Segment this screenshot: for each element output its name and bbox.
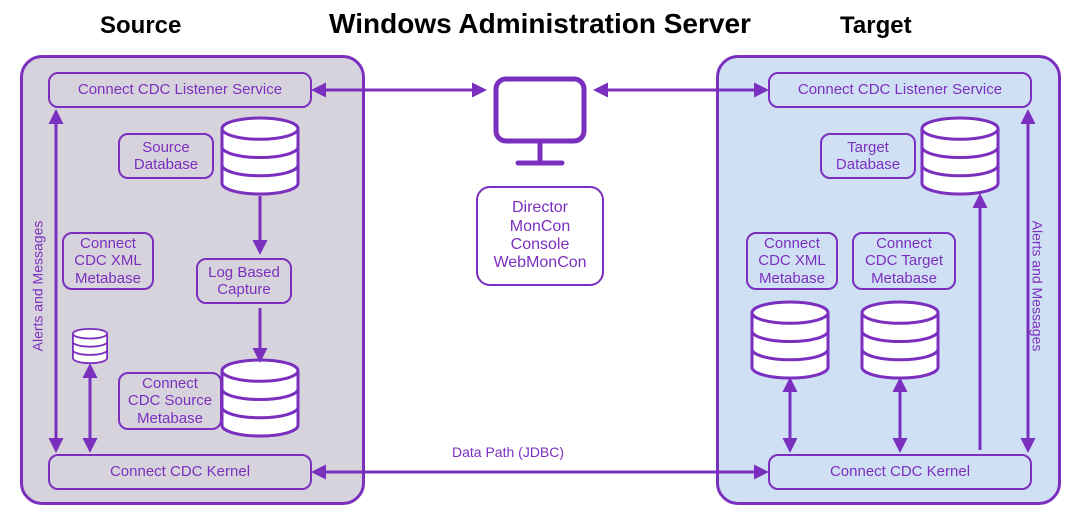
label-data-path: Data Path (JDBC)	[452, 444, 564, 460]
source-logcap: Log Based Capture	[196, 258, 292, 304]
source-srcdb: Source Database	[118, 133, 214, 179]
center-tool-line: Console	[511, 236, 570, 254]
source-xml_meta: Connect CDC XML Metabase	[62, 232, 154, 290]
target-xml_meta: Connect CDC XML Metabase	[746, 232, 838, 290]
target-tgtdb: Target Database	[820, 133, 916, 179]
heading-source: Source	[100, 12, 181, 40]
center-tool-line: MonCon	[510, 218, 570, 236]
target-kernel: Connect CDC Kernel	[768, 454, 1032, 490]
center-tool-line: WebMonCon	[493, 254, 586, 272]
center-tools-box: DirectorMonConConsoleWebMonCon	[476, 186, 604, 286]
monitor-icon	[496, 79, 584, 163]
target-listener: Connect CDC Listener Service	[768, 72, 1032, 108]
center-tool-line: Director	[512, 199, 568, 217]
label-alerts-right: Alerts and Messages	[1029, 221, 1045, 352]
source-src_meta: Connect CDC Source Metabase	[118, 372, 222, 430]
heading-center: Windows Administration Server	[310, 8, 770, 40]
source-kernel: Connect CDC Kernel	[48, 454, 312, 490]
target-tgt_meta: Connect CDC Target Metabase	[852, 232, 956, 290]
source-listener: Connect CDC Listener Service	[48, 72, 312, 108]
heading-target: Target	[840, 12, 912, 40]
label-alerts-left: Alerts and Messages	[29, 221, 45, 352]
